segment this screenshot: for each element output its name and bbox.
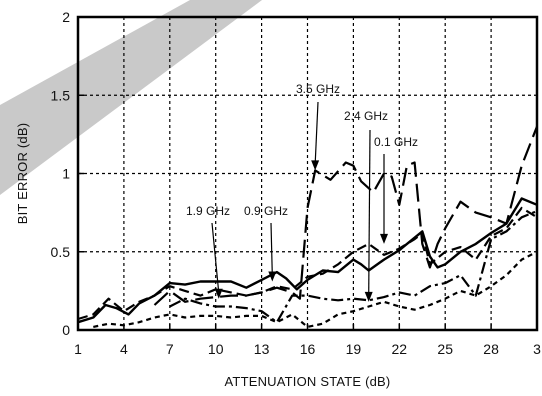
- y-axis-label: BIT ERROR (dB): [15, 123, 30, 225]
- annotation-arrowhead: [311, 160, 320, 171]
- x-tick-label: 10: [208, 341, 224, 357]
- frequency-annotations: 3.5 GHz 2.4 GHz 0.1 GHz 1.9 GHz 0.9 GHz: [186, 82, 418, 302]
- y-tick-label: 1: [62, 166, 70, 182]
- x-tick-label: 22: [392, 341, 408, 357]
- x-tick-label: 16: [300, 341, 316, 357]
- watermark: [0, 0, 262, 195]
- series-line-0-1-ghz: [77, 206, 538, 321]
- x-tick-label: 19: [346, 341, 362, 357]
- y-tick-label: 0: [62, 322, 70, 338]
- watermark-stroke: [0, 0, 262, 195]
- annotation-arrow-line: [314, 101, 319, 165]
- annotation-label: 2.4 GHz: [344, 109, 388, 123]
- series-line-1-9-ghz: [169, 210, 538, 324]
- series-line-3-5-ghz: [153, 126, 539, 306]
- x-tick-label: 7: [166, 341, 174, 357]
- y-tick-label: 2: [62, 9, 70, 25]
- annotation-arrow-line: [368, 129, 371, 296]
- x-tick-label: 1: [74, 341, 82, 357]
- x-tick-label: 25: [437, 341, 453, 357]
- series-line-0-9-ghz: [93, 250, 538, 328]
- annotation-label: 0.1 GHz: [374, 135, 418, 149]
- annotation-arrow-line: [270, 222, 273, 276]
- data-series: [77, 126, 539, 328]
- y-tick-label: 0.5: [51, 244, 71, 260]
- series-line-2-4-ghz: [77, 197, 538, 324]
- annotation-arrowhead: [214, 288, 223, 299]
- x-tick-label: 4: [120, 341, 128, 357]
- annotation-label: 3.5 GHz: [296, 82, 340, 96]
- x-tick-label: 3: [533, 341, 541, 357]
- x-tick-label: 28: [483, 341, 499, 357]
- x-axis-label: ATTENUATION STATE (dB): [225, 374, 391, 389]
- annotation-arrowhead: [268, 271, 277, 282]
- annotation-label: 1.9 GHz: [186, 204, 230, 218]
- x-tick-label: 13: [254, 341, 270, 357]
- y-tick-label: 1.5: [51, 87, 71, 103]
- annotation-arrow-line: [211, 222, 220, 293]
- annotation-arrowhead: [380, 233, 388, 244]
- axis-ticks: 1 4 7 10 13 16 19 22 25 28 3 0 0.5 1 1.5 2: [51, 9, 542, 357]
- annotation-label: 0.9 GHz: [244, 204, 288, 218]
- annotation-arrowhead: [364, 291, 373, 302]
